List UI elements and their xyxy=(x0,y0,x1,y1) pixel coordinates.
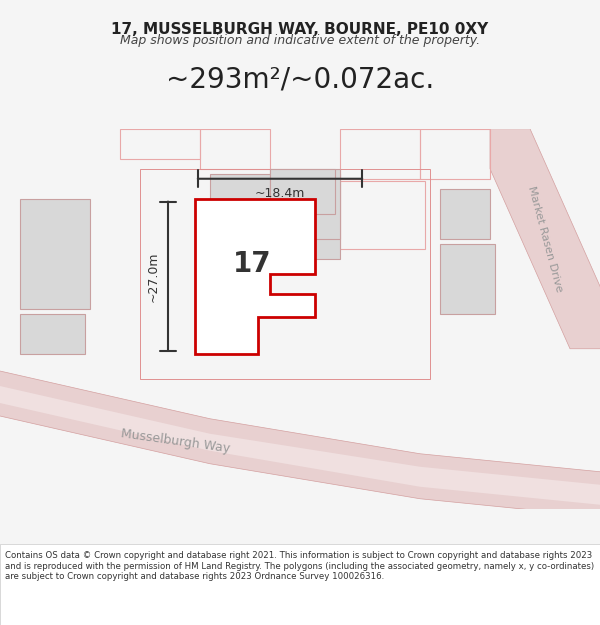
Text: 17, MUSSELBURGH WAY, BOURNE, PE10 0XY: 17, MUSSELBURGH WAY, BOURNE, PE10 0XY xyxy=(112,22,488,37)
Polygon shape xyxy=(440,244,495,314)
Text: Map shows position and indicative extent of the property.: Map shows position and indicative extent… xyxy=(120,34,480,48)
Text: ~18.4m: ~18.4m xyxy=(255,188,305,200)
Polygon shape xyxy=(270,169,335,214)
Polygon shape xyxy=(0,384,600,507)
Polygon shape xyxy=(20,314,85,354)
Polygon shape xyxy=(490,129,600,349)
Text: Market Rasen Drive: Market Rasen Drive xyxy=(526,184,564,293)
Polygon shape xyxy=(195,199,315,354)
Text: 17: 17 xyxy=(233,250,271,278)
Polygon shape xyxy=(440,189,490,239)
Polygon shape xyxy=(20,199,90,309)
Polygon shape xyxy=(270,169,340,239)
Text: ~293m²/~0.072ac.: ~293m²/~0.072ac. xyxy=(166,66,434,94)
Polygon shape xyxy=(210,174,340,259)
Text: Musselburgh Way: Musselburgh Way xyxy=(119,427,230,455)
Text: Contains OS data © Crown copyright and database right 2021. This information is : Contains OS data © Crown copyright and d… xyxy=(5,551,595,581)
Polygon shape xyxy=(0,369,600,519)
Text: ~27.0m: ~27.0m xyxy=(146,251,160,301)
